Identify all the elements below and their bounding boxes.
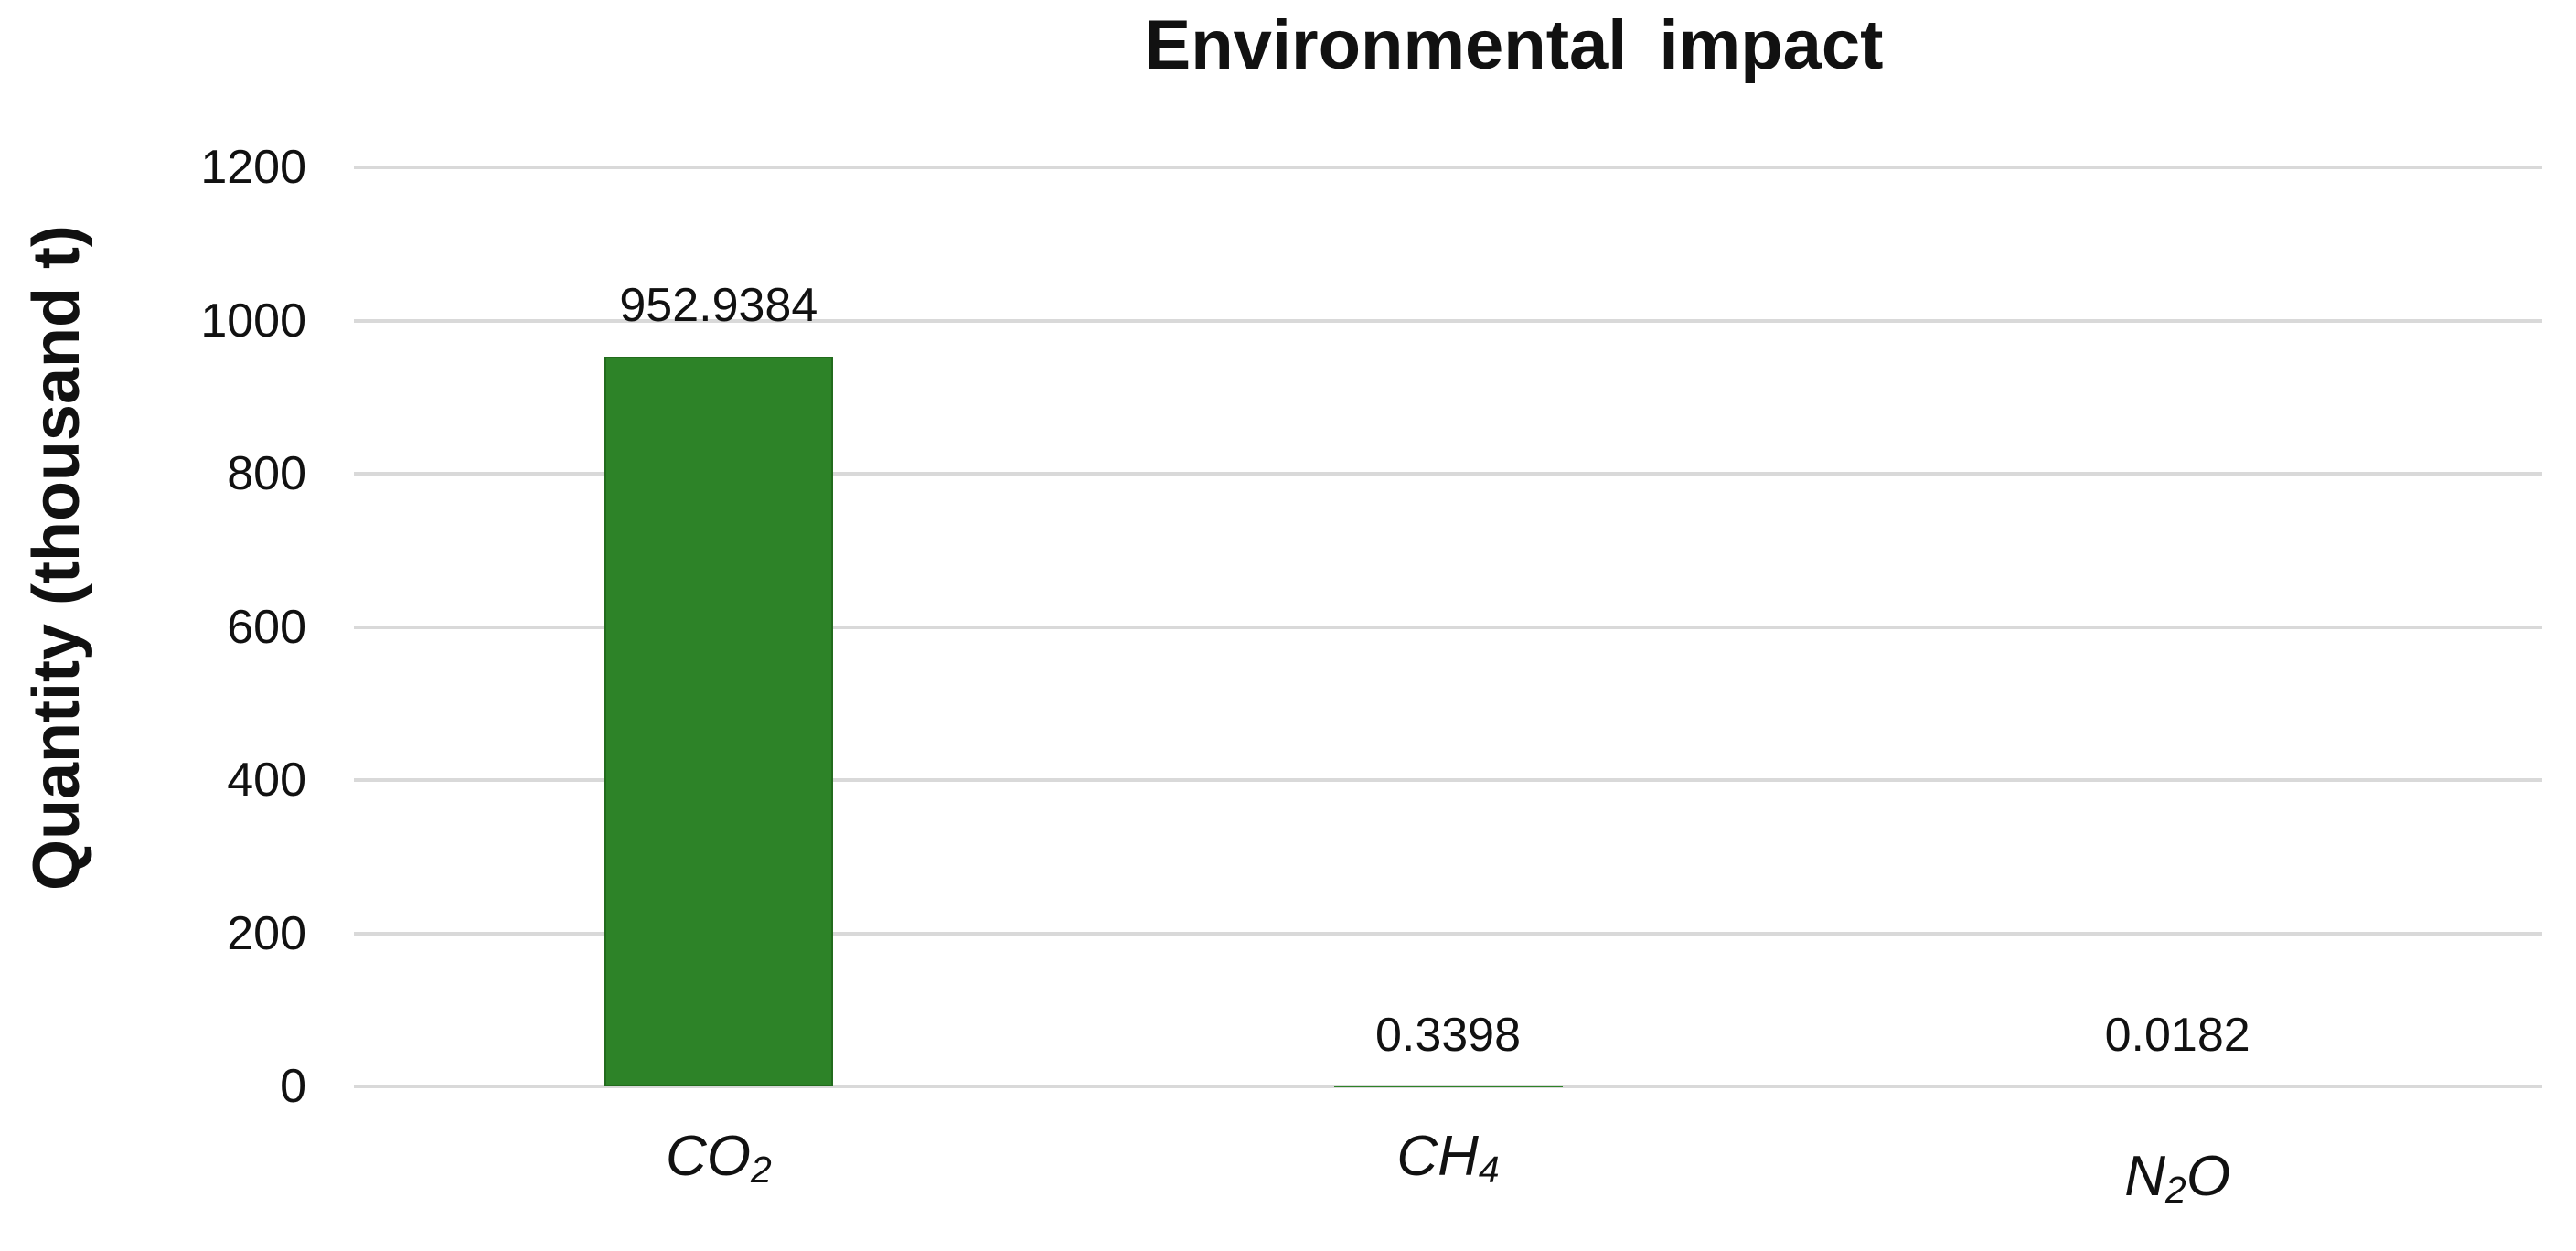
x-axis: CO2 CH4 N2O	[354, 1086, 2542, 1251]
y-axis: 0 200 400 600 800 1000 1200	[0, 144, 306, 1110]
y-tick-label: 400	[227, 754, 306, 807]
subscript: 2	[2165, 1169, 2186, 1212]
y-tick-label: 600	[227, 600, 306, 654]
category-label-co2: CO2	[665, 1125, 772, 1192]
y-tick-label: 1000	[200, 294, 306, 348]
category-label-n2o: N2O	[2124, 1145, 2231, 1212]
gridline	[354, 778, 2542, 783]
value-label-n2o: 0.0182	[2104, 1009, 2250, 1062]
gridline	[354, 166, 2542, 169]
gridline	[354, 318, 2542, 323]
y-tick-label: 800	[227, 447, 306, 501]
bar-co2	[604, 356, 833, 1086]
category-label-ch4: CH4	[1396, 1125, 1500, 1192]
y-tick-label: 0	[280, 1060, 306, 1113]
subscript: 2	[750, 1149, 772, 1192]
y-tick-label: 200	[227, 906, 306, 960]
subscript: 4	[1478, 1149, 1500, 1192]
gridline	[354, 931, 2542, 936]
value-label-co2: 952.9384	[619, 278, 818, 332]
chart-title: Environmental impact	[1144, 6, 1884, 84]
gridline	[354, 472, 2542, 476]
gridline	[354, 625, 2542, 629]
y-tick-label: 1200	[200, 141, 306, 194]
gridline	[354, 1085, 2542, 1088]
value-label-ch4: 0.3398	[1374, 1008, 1522, 1062]
plot-area: 952.9384 0.3398 0.0182	[354, 166, 2542, 1088]
